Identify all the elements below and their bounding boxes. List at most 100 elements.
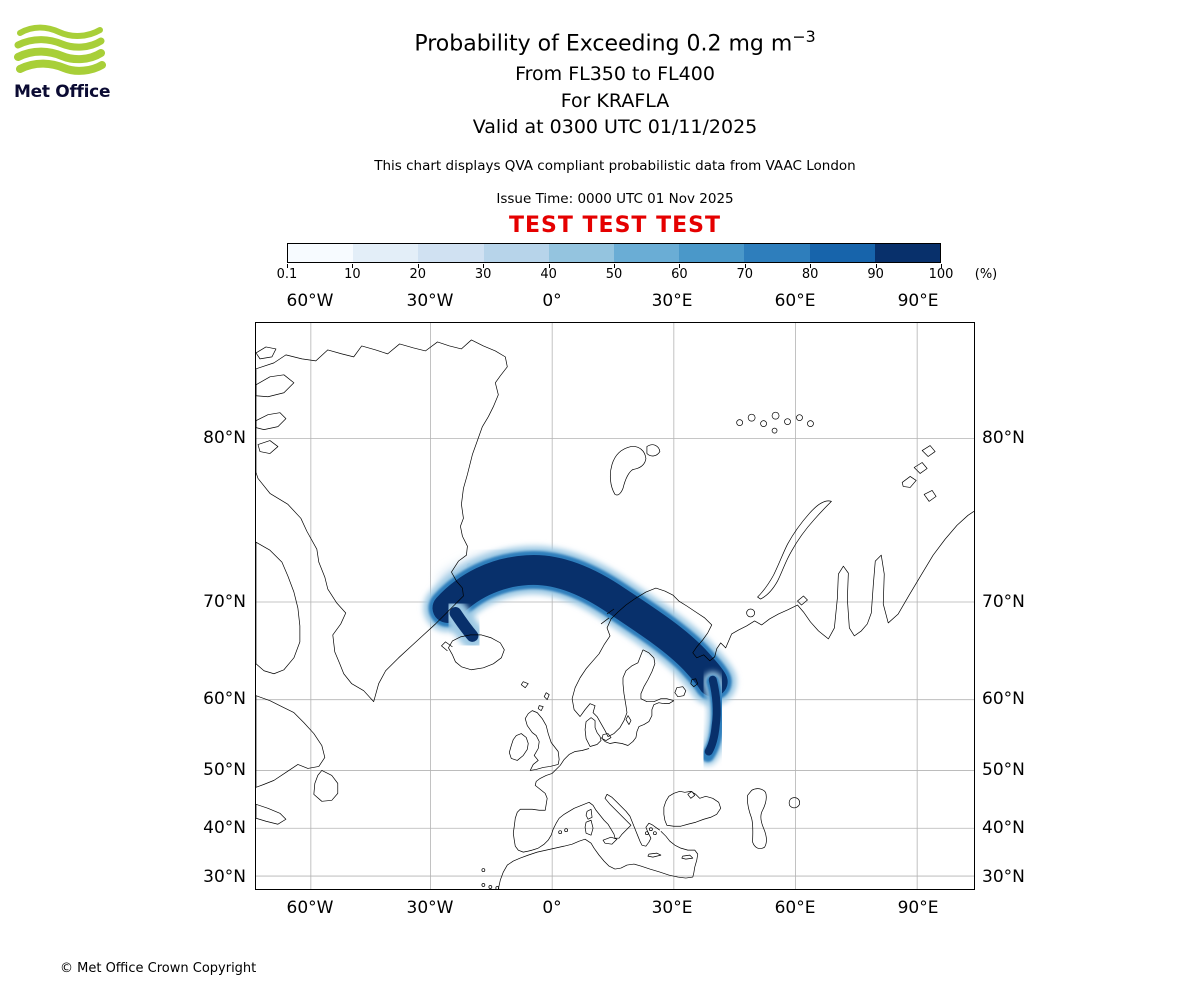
colorbar-tick-5 — [614, 264, 615, 268]
subtitle-valid-time: Valid at 0300 UTC 01/11/2025 — [472, 116, 758, 138]
subtitle-volcano: For KRAFLA — [560, 90, 670, 112]
plume-core — [432, 554, 728, 697]
newfoundland-coast — [313, 770, 339, 802]
colorbar-label-7: 70 — [736, 267, 754, 282]
copyright-notice: © Met Office Crown Copyright — [60, 961, 257, 976]
colorbar-tick-2 — [417, 264, 419, 268]
lon-label-top-1: 30°W — [406, 291, 454, 311]
baffin-island-coast — [256, 541, 301, 675]
sicily-island — [602, 836, 618, 845]
west-europe-coast — [512, 748, 590, 853]
corsica-island — [585, 808, 593, 820]
kolguev-island — [746, 608, 755, 618]
logo-label: Met Office — [14, 82, 111, 102]
lon-label-top-3: 30°E — [651, 291, 693, 311]
colorbar-tick-10 — [941, 264, 942, 268]
lat-label-right-5: 30°N — [982, 867, 1025, 887]
atlantic-islands — [481, 868, 500, 889]
great-britain-coast — [524, 710, 560, 771]
test-banner: TEST TEST TEST — [509, 213, 721, 238]
colorbar-segment-1 — [353, 244, 419, 262]
colorbar-unit: (%) — [974, 267, 998, 282]
lon-label-bottom-3: 30°E — [651, 898, 693, 918]
qva-note: This chart displays QVA compliant probab… — [374, 158, 856, 174]
colorbar-tick-4 — [548, 264, 550, 268]
lat-label-right-2: 60°N — [982, 689, 1025, 709]
subtitle-flight-levels: From FL350 to FL400 — [515, 63, 715, 85]
colorbar-segment-7 — [744, 244, 810, 262]
gotland-island — [625, 715, 632, 725]
plume-tail-core — [704, 675, 721, 756]
colorbar-segment-4 — [548, 244, 615, 262]
page-title-text: Probability of Exceeding 0.2 mg m — [414, 31, 793, 57]
colorbar-tick-6 — [679, 264, 681, 268]
turkey-levant-africa-coast — [497, 830, 699, 889]
lat-label-right-4: 40°N — [982, 818, 1025, 838]
ash-plume — [423, 546, 737, 766]
novaya-zemlya-coast — [757, 500, 832, 600]
colorbar-label-2: 20 — [409, 267, 427, 282]
colorbar-tick-0 — [287, 264, 288, 268]
labrador-coast — [256, 695, 326, 788]
lake-onega — [690, 678, 699, 688]
lon-label-bottom-4: 60°E — [774, 898, 816, 918]
colorbar-segment-0 — [288, 244, 354, 262]
lon-label-bottom-0: 60°W — [286, 898, 334, 918]
denmark-coast — [584, 717, 612, 747]
colorbar — [287, 243, 941, 263]
colorbar-label-9: 90 — [867, 267, 884, 282]
issue-time: Issue Time: 0000 UTC 01 Nov 2025 — [496, 191, 734, 207]
lat-label-left-2: 60°N — [203, 689, 246, 709]
page-title: Probability of Exceeding 0.2 mg m−3 — [30, 27, 1200, 56]
colorbar-label-6: 60 — [671, 267, 688, 282]
ellesmere-island-coast — [256, 346, 295, 454]
franz-josef-land — [736, 411, 814, 434]
lat-label-right-1: 70°N — [982, 592, 1025, 612]
colorbar-segment-5 — [614, 244, 680, 262]
lat-label-right-0: 80°N — [982, 428, 1025, 448]
lofoten-islands — [600, 608, 615, 625]
severnaya-zemlya — [901, 445, 937, 502]
lon-label-bottom-5: 90°E — [897, 898, 939, 918]
lake-ladoga — [674, 686, 687, 698]
lat-label-left-3: 50°N — [203, 760, 246, 780]
lat-label-left-1: 70°N — [203, 592, 246, 612]
caspian-sea-coast — [747, 788, 767, 849]
crete-island — [647, 852, 662, 858]
colorbar-tick-9 — [875, 264, 877, 268]
map-svg — [256, 323, 974, 889]
met-office-logo: Met Office — [14, 24, 124, 102]
svalbard-coast — [609, 444, 661, 496]
finland-coast — [640, 649, 674, 703]
colorbar-segment-6 — [679, 244, 745, 262]
lat-label-left-5: 30°N — [203, 867, 246, 887]
lat-label-right-3: 50°N — [982, 760, 1025, 780]
black-sea-coast — [663, 790, 722, 827]
iceland-coast — [441, 634, 505, 671]
colorbar-tick-7 — [744, 264, 746, 268]
lon-label-top-0: 60°W — [286, 291, 334, 311]
colorbar-label-1: 10 — [344, 267, 361, 282]
colorbar-label-5: 50 — [605, 267, 623, 282]
balearic-islands — [558, 828, 568, 835]
aral-sea-coast — [788, 797, 800, 809]
scandinavia-arctic-russia-coast — [571, 511, 974, 717]
colorbar-segment-9 — [874, 244, 941, 262]
mediterranean-north-coast — [532, 793, 661, 851]
lon-label-top-4: 60°E — [774, 291, 816, 311]
colorbar-tick-8 — [810, 264, 812, 268]
sardinia-island — [584, 819, 594, 836]
lon-label-bottom-2: 0° — [542, 898, 562, 918]
baltic-south-coast — [600, 700, 675, 746]
colorbar-segment-3 — [483, 244, 549, 262]
colorbar-label-10: 100 — [928, 267, 954, 282]
lon-label-bottom-1: 30°W — [406, 898, 454, 918]
plume-iceland-lobe-core — [449, 606, 479, 642]
lat-label-left-0: 80°N — [203, 428, 246, 448]
sweden-baltic-coast — [579, 649, 644, 737]
colorbar-label-3: 30 — [474, 267, 492, 282]
lon-label-top-5: 90°E — [897, 291, 939, 311]
colorbar-label-4: 40 — [540, 267, 557, 282]
logo-waves-icon — [14, 24, 106, 75]
